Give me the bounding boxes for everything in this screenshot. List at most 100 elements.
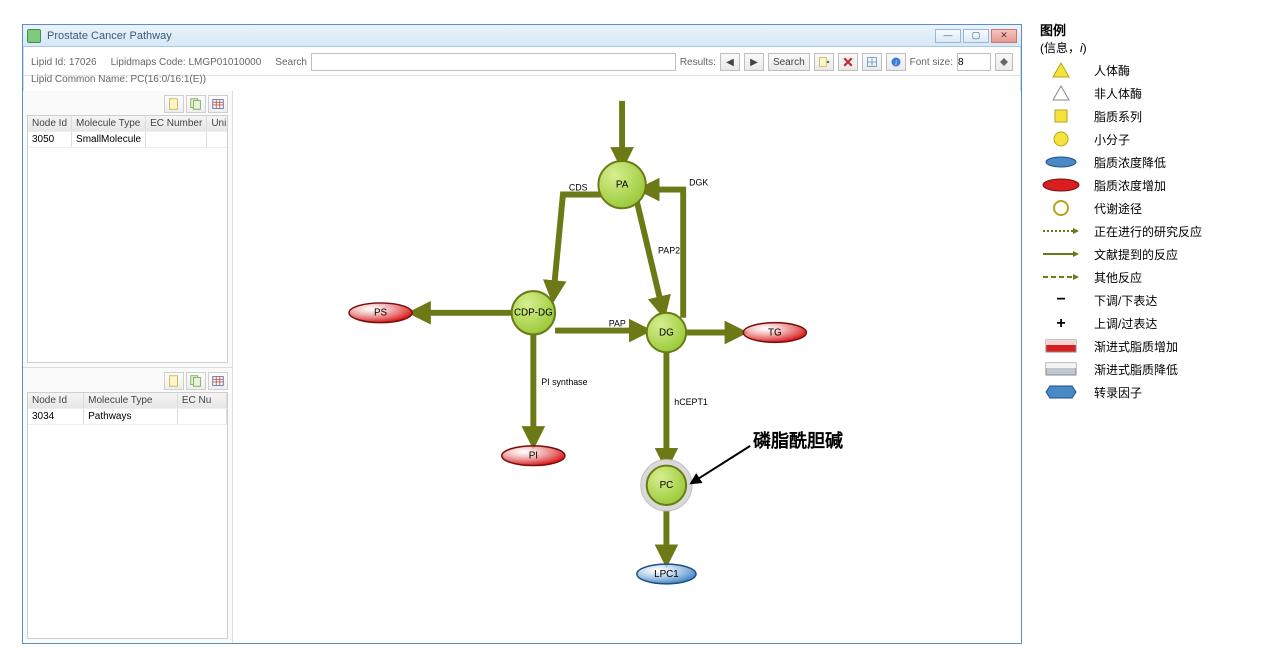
grid-button[interactable]: [862, 53, 882, 71]
table-cell: SmallMolecule: [72, 132, 146, 148]
svg-text:PI: PI: [529, 451, 538, 462]
legend-label: 下调/下表达: [1094, 292, 1260, 309]
info-bar: Lipid Id: 17026 Lipidmaps Code: LMGP0101…: [23, 47, 1021, 76]
prev-result-button[interactable]: ◀: [720, 53, 740, 71]
legend-row: 其他反应: [1040, 267, 1260, 287]
panel-bottom-copy-button[interactable]: [186, 372, 206, 390]
results-label: Results:: [680, 57, 716, 68]
panel-top-note-button[interactable]: [164, 95, 184, 113]
lipidmaps-code-key: Lipidmaps Code:: [111, 57, 186, 68]
legend-row: 正在进行的研究反应: [1040, 221, 1260, 241]
table-row[interactable]: 3050SmallMolecule: [28, 132, 228, 148]
legend-label: 脂质浓度降低: [1094, 154, 1260, 171]
legend-row: 脂质浓度降低: [1040, 152, 1260, 172]
lipid-series-icon: [1040, 107, 1082, 125]
table-top[interactable]: Node IdMolecule TypeEC NumberUniprot I30…: [27, 115, 228, 363]
info-button[interactable]: i: [886, 53, 906, 71]
legend: 图例 (信息，i) 人体酶非人体酶脂质系列小分子脂质浓度降低脂质浓度增加代谢途径…: [1040, 20, 1260, 405]
delete-icon: [842, 56, 854, 68]
column-header[interactable]: EC Number: [146, 116, 207, 132]
chevron-down-icon: [1000, 62, 1008, 66]
delete-button[interactable]: [838, 53, 858, 71]
legend-row: 人体酶: [1040, 60, 1260, 80]
minimize-button[interactable]: —: [935, 29, 961, 43]
legend-label: 其他反应: [1094, 269, 1260, 286]
lipid-increase-icon: [1040, 177, 1082, 193]
table-cell: Pathways: [84, 408, 178, 424]
column-header[interactable]: EC Nu: [177, 393, 226, 409]
table-cell: [177, 408, 226, 424]
lipidmaps-code-label: Lipidmaps Code: LMGP01010000: [111, 57, 262, 68]
column-header[interactable]: Node Id: [28, 393, 84, 409]
chevron-left-icon: ◀: [726, 57, 734, 68]
svg-text:PI synthase: PI synthase: [541, 377, 587, 387]
note-add-button[interactable]: [814, 53, 834, 71]
left-panels: Node IdMolecule TypeEC NumberUniprot I30…: [23, 91, 233, 643]
legend-label: 人体酶: [1094, 62, 1260, 79]
lipidmaps-code-value: LMGP01010000: [188, 57, 261, 68]
panel-bottom-table-button[interactable]: [208, 372, 228, 390]
search-button[interactable]: Search: [768, 53, 810, 71]
panel-top-copy-button[interactable]: [186, 95, 206, 113]
table-row[interactable]: 3034Pathways: [28, 408, 227, 424]
info-icon: i: [890, 56, 902, 68]
nonhuman-enzyme-icon: [1040, 84, 1082, 102]
lipid-decrease-icon: [1040, 155, 1082, 169]
legend-row: −下调/下表达: [1040, 290, 1260, 310]
lipid-id-value: 17026: [69, 57, 97, 68]
legend-row: 脂质浓度增加: [1040, 175, 1260, 195]
panel-bottom-note-button[interactable]: [164, 372, 184, 390]
svg-text:+: +: [1056, 316, 1065, 330]
legend-label: 代谢途径: [1094, 200, 1260, 217]
app-window: Prostate Cancer Pathway — ▢ ✕ Lipid Id: …: [22, 24, 1022, 644]
close-button[interactable]: ✕: [991, 29, 1017, 43]
column-header[interactable]: Node Id: [28, 116, 72, 132]
legend-row: 渐进式脂质增加: [1040, 336, 1260, 356]
note-icon: [167, 374, 181, 388]
legend-label: 脂质浓度增加: [1094, 177, 1260, 194]
table-cell: 3050: [28, 132, 72, 148]
svg-text:TG: TG: [768, 327, 782, 338]
grid-icon: [866, 56, 878, 68]
maximize-button[interactable]: ▢: [963, 29, 989, 43]
legend-label: 渐进式脂质增加: [1094, 338, 1260, 355]
main-split: Node IdMolecule TypeEC NumberUniprot I30…: [23, 91, 1021, 643]
legend-label: 渐进式脂质降低: [1094, 361, 1260, 378]
svg-text:CDP-DG: CDP-DG: [514, 308, 553, 319]
legend-heading: 图例: [1040, 20, 1260, 39]
legend-row: +上调/过表达: [1040, 313, 1260, 333]
legend-subheading-suffix: ): [1083, 41, 1087, 55]
table-cell: [207, 132, 228, 148]
pathway-canvas[interactable]: CDSPAP2DGKPAPPI synthasehCEPT1PACDP-DGDG…: [233, 91, 1021, 643]
svg-text:LPC1: LPC1: [654, 569, 679, 580]
svg-text:PS: PS: [374, 308, 388, 319]
panel-top-table-button[interactable]: [208, 95, 228, 113]
copy-icon: [189, 97, 203, 111]
table-cell: [146, 132, 207, 148]
fontsize-spinner[interactable]: [995, 53, 1013, 71]
search-input[interactable]: [311, 53, 676, 71]
legend-label: 脂质系列: [1094, 108, 1260, 125]
legend-subheading-prefix: (信息，: [1040, 41, 1080, 55]
copy-icon: [189, 374, 203, 388]
panel-bottom: Node IdMolecule TypeEC Nu3034Pathways: [23, 368, 232, 644]
svg-text:DG: DG: [659, 327, 674, 338]
column-header[interactable]: Uniprot I: [207, 116, 228, 132]
next-result-button[interactable]: ▶: [744, 53, 764, 71]
svg-text:PC: PC: [660, 480, 674, 491]
reaction-ongoing-icon: [1040, 226, 1082, 236]
legend-row: 非人体酶: [1040, 83, 1260, 103]
down-icon: −: [1040, 293, 1082, 307]
search-label: Search: [275, 57, 307, 68]
chevron-right-icon: ▶: [750, 57, 758, 68]
column-header[interactable]: Molecule Type: [72, 116, 146, 132]
fontsize-label: Font size:: [910, 57, 953, 68]
legend-row: 渐进式脂质降低: [1040, 359, 1260, 379]
legend-label: 文献提到的反应: [1094, 246, 1260, 263]
svg-text:i: i: [895, 58, 897, 67]
fontsize-input[interactable]: [957, 53, 991, 71]
legend-row: 转录因子: [1040, 382, 1260, 402]
table-bottom[interactable]: Node IdMolecule TypeEC Nu3034Pathways: [27, 392, 228, 640]
column-header[interactable]: Molecule Type: [84, 393, 178, 409]
small-molecule-icon: [1040, 130, 1082, 148]
